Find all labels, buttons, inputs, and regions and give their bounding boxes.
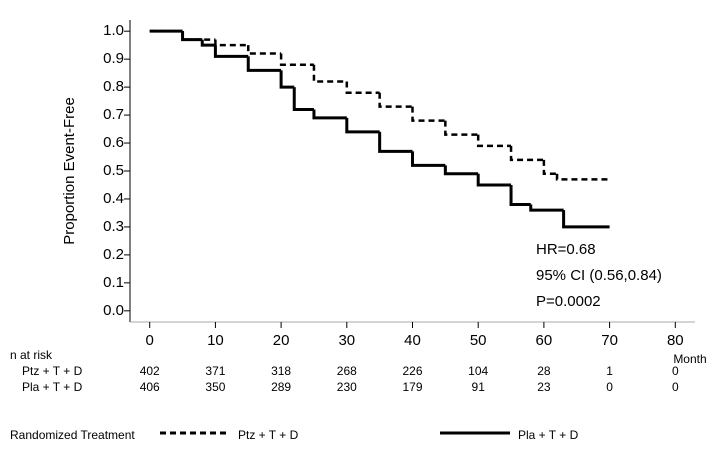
- y-tick-label: 0.4: [103, 190, 124, 207]
- risk-row-name: Pla + T + D: [22, 380, 83, 394]
- x-tick-label: 10: [207, 332, 224, 349]
- risk-count: 268: [337, 364, 357, 378]
- y-tick-label: 0.9: [103, 50, 124, 67]
- annotation: 95% CI (0.56,0.84): [536, 267, 662, 284]
- survival-step: [345, 117, 380, 134]
- y-tick-label: 0.1: [103, 274, 124, 291]
- survival-step: [247, 45, 282, 55]
- risk-count: 23: [537, 380, 551, 394]
- x-tick-label: 20: [273, 332, 290, 349]
- survival-step: [542, 159, 558, 176]
- x-tick-label: 60: [536, 332, 553, 349]
- y-tick-label: 1.0: [103, 22, 124, 39]
- x-tick-label: 40: [404, 332, 421, 349]
- risk-count: 289: [271, 380, 291, 394]
- survival-step: [200, 39, 216, 47]
- survival-step: [529, 204, 564, 212]
- x-tick-label: 70: [601, 332, 618, 349]
- survival-step: [411, 151, 446, 167]
- survival-step: [312, 109, 347, 120]
- survival-step: [213, 45, 249, 58]
- annotation: HR=0.68: [536, 241, 596, 258]
- y-tick-label: 0.0: [103, 302, 124, 319]
- y-tick-label: 0.5: [103, 162, 124, 179]
- risk-count: 179: [402, 380, 422, 394]
- y-tick-label: 0.8: [103, 78, 124, 95]
- y-axis-label: Proportion Event-Free: [61, 97, 78, 245]
- survival-step: [509, 145, 544, 162]
- risk-count: 350: [205, 380, 225, 394]
- survival-step: [444, 120, 479, 136]
- survival-step: [555, 173, 610, 181]
- survival-step: [181, 31, 203, 42]
- risk-count: 371: [205, 364, 225, 378]
- y-tick-label: 0.3: [103, 218, 124, 235]
- risk-count: 0: [672, 364, 679, 378]
- survival-step: [292, 87, 314, 111]
- risk-count: 230: [337, 380, 357, 394]
- survival-step: [562, 210, 610, 229]
- risk-row-name: Ptz + T + D: [22, 364, 83, 378]
- x-tick-label: 30: [338, 332, 355, 349]
- survival-step: [443, 165, 479, 176]
- y-tick-label: 0.6: [103, 134, 124, 151]
- survival-step: [509, 184, 531, 207]
- legend-label: Pla + T + D: [518, 428, 579, 442]
- risk-count: 0: [672, 380, 679, 394]
- survival-step: [312, 64, 347, 83]
- survival-step: [279, 53, 314, 66]
- y-tick-label: 0.7: [103, 106, 124, 123]
- risk-count: 28: [537, 364, 551, 378]
- risk-count: 91: [472, 380, 486, 394]
- risk-count: 104: [468, 364, 488, 378]
- survival-step: [378, 92, 413, 108]
- survival-step: [279, 70, 295, 89]
- risk-count: 406: [140, 380, 160, 394]
- risk-count: 0: [606, 380, 613, 394]
- risk-count: 226: [402, 364, 422, 378]
- legend-label: Ptz + T + D: [238, 428, 299, 442]
- x-unit: Month: [673, 352, 706, 366]
- risk-count: 318: [271, 364, 291, 378]
- survival-step: [214, 39, 249, 47]
- risk-count: 1: [606, 364, 613, 378]
- survival-step: [411, 106, 446, 122]
- survival-step: [345, 81, 380, 94]
- risk-title: n at risk: [10, 348, 53, 362]
- survival-step: [378, 131, 413, 153]
- x-tick-label: 50: [470, 332, 487, 349]
- risk-count: 402: [140, 364, 160, 378]
- survival-step: [246, 56, 282, 72]
- annotation: P=0.0002: [536, 293, 601, 310]
- legend-title: Randomized Treatment: [10, 428, 135, 442]
- y-tick-label: 0.2: [103, 246, 124, 263]
- survival-step: [476, 173, 512, 187]
- x-tick-label: 0: [146, 332, 154, 349]
- survival-step: [476, 134, 512, 148]
- x-tick-label: 80: [667, 332, 684, 349]
